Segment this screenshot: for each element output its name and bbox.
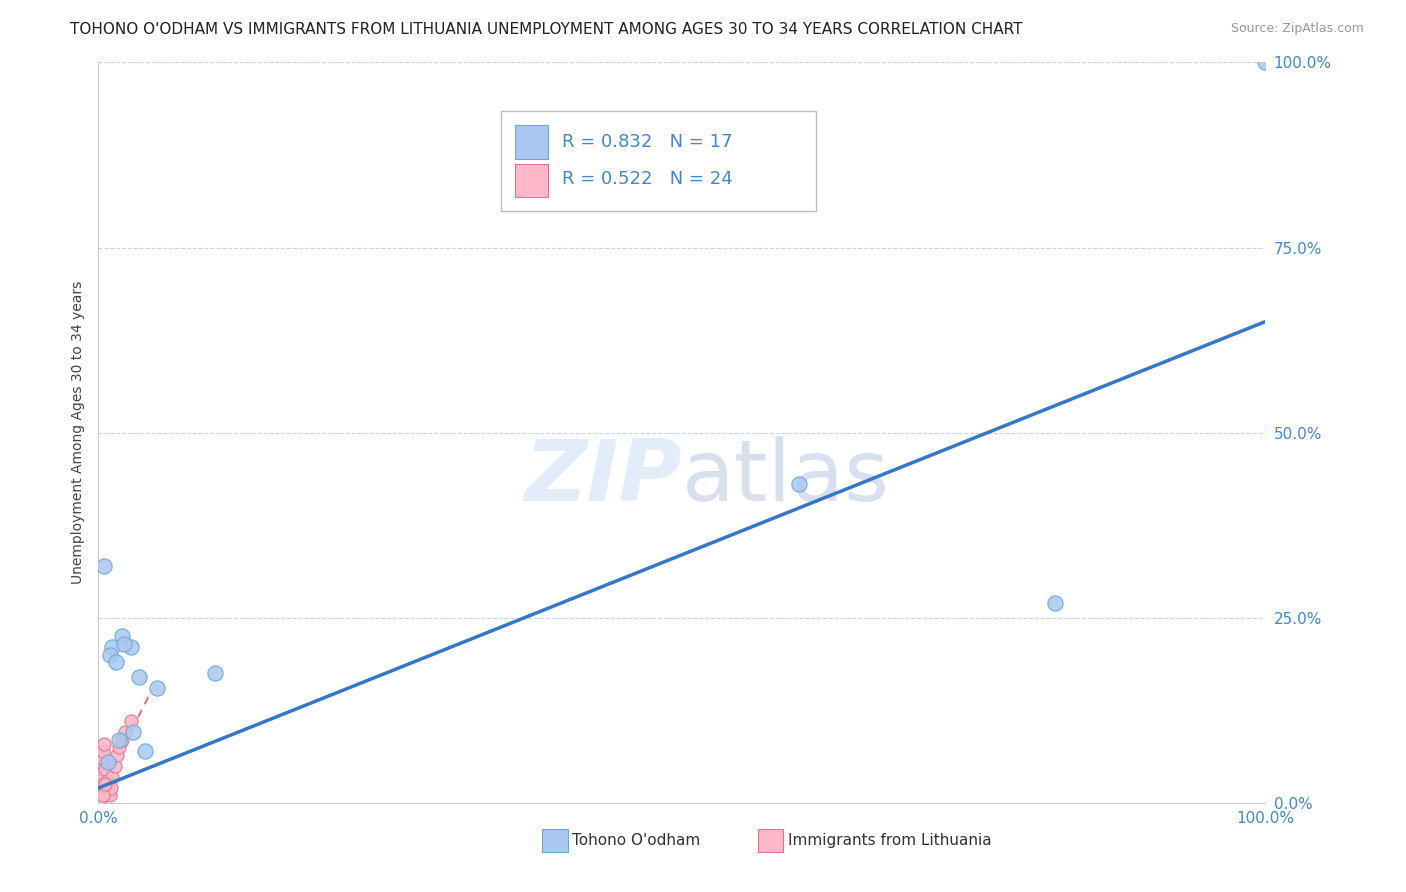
Point bbox=[1254, 55, 1277, 70]
Point bbox=[91, 789, 114, 803]
FancyBboxPatch shape bbox=[758, 829, 783, 853]
Text: R = 0.832   N = 17: R = 0.832 N = 17 bbox=[562, 133, 733, 151]
Point bbox=[89, 773, 111, 788]
Point bbox=[91, 744, 114, 758]
Point bbox=[204, 666, 226, 681]
Point bbox=[89, 766, 111, 780]
Text: Source: ZipAtlas.com: Source: ZipAtlas.com bbox=[1230, 22, 1364, 36]
Point bbox=[97, 785, 120, 799]
Point bbox=[101, 640, 124, 655]
Point bbox=[93, 737, 115, 751]
Point bbox=[98, 789, 121, 803]
Point bbox=[87, 785, 110, 799]
Point bbox=[787, 477, 810, 491]
Text: TOHONO O'ODHAM VS IMMIGRANTS FROM LITHUANIA UNEMPLOYMENT AMONG AGES 30 TO 34 YEA: TOHONO O'ODHAM VS IMMIGRANTS FROM LITHUA… bbox=[70, 22, 1022, 37]
FancyBboxPatch shape bbox=[515, 126, 548, 159]
Y-axis label: Unemployment Among Ages 30 to 34 years: Unemployment Among Ages 30 to 34 years bbox=[70, 281, 84, 584]
Point bbox=[104, 758, 127, 772]
Text: ZIP: ZIP bbox=[524, 435, 682, 518]
Point bbox=[98, 648, 121, 662]
Point bbox=[114, 725, 136, 739]
Point bbox=[108, 732, 131, 747]
Text: R = 0.522   N = 24: R = 0.522 N = 24 bbox=[562, 170, 733, 188]
Text: Tohono O'odham: Tohono O'odham bbox=[572, 833, 700, 848]
Point bbox=[96, 773, 118, 788]
Point bbox=[120, 640, 142, 655]
Point bbox=[100, 780, 122, 795]
Point bbox=[89, 792, 111, 806]
Point bbox=[111, 732, 134, 747]
FancyBboxPatch shape bbox=[515, 164, 548, 197]
Point bbox=[108, 740, 131, 755]
FancyBboxPatch shape bbox=[501, 111, 815, 211]
Point bbox=[104, 655, 127, 669]
Point bbox=[97, 755, 120, 769]
Point bbox=[105, 747, 128, 762]
Point bbox=[90, 780, 112, 795]
Point bbox=[122, 725, 145, 739]
Point bbox=[128, 670, 150, 684]
Point bbox=[93, 558, 115, 573]
Point bbox=[90, 755, 112, 769]
Point bbox=[94, 777, 117, 791]
Point bbox=[112, 637, 135, 651]
Text: atlas: atlas bbox=[682, 435, 890, 518]
Point bbox=[90, 751, 112, 765]
Point bbox=[97, 777, 120, 791]
Text: Immigrants from Lithuania: Immigrants from Lithuania bbox=[789, 833, 991, 848]
Point bbox=[120, 714, 142, 729]
Point bbox=[111, 629, 134, 643]
Point bbox=[1045, 596, 1067, 610]
Point bbox=[134, 744, 156, 758]
FancyBboxPatch shape bbox=[541, 829, 568, 853]
Point bbox=[146, 681, 169, 695]
Point bbox=[94, 763, 117, 777]
Point bbox=[101, 770, 124, 784]
